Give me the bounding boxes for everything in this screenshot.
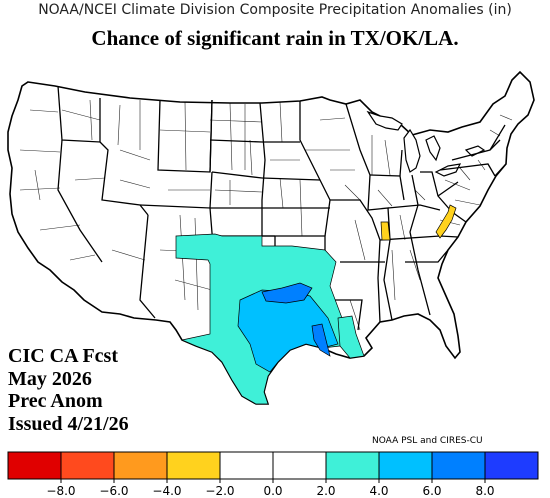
- forecast-label-line: CIC CA Fcst: [8, 345, 118, 367]
- region-cyan-louisiana-east: [337, 315, 365, 359]
- legend-tick-label: 6.0: [422, 484, 441, 498]
- credit-text: NOAA PSL and CIRES-CU: [372, 436, 483, 446]
- region-blue-oklahoma: [261, 282, 313, 304]
- forecast-info-label: CIC CA Fcst May 2026 Prec Anom Issued 4/…: [8, 345, 129, 435]
- legend-box-orange: [113, 451, 168, 480]
- legend-box-blue: [431, 451, 486, 480]
- legend-box-dark-red: [7, 451, 62, 480]
- map-title: NOAA/NCEI Climate Division Composite Pre…: [38, 2, 512, 18]
- legend-tick-label: −4.0: [152, 484, 181, 498]
- us-precipitation-anomaly-map: [7, 70, 535, 405]
- legend-box-cyan: [325, 451, 380, 480]
- region-yellow-indiana: [380, 221, 391, 241]
- legend-tick-labels: −8.0 −6.0 −4.0 −2.0 0.0 2.0 4.0 6.0 8.0: [46, 484, 494, 498]
- legend-tick-label: 8.0: [475, 484, 494, 498]
- legend-box-white-pos: [272, 451, 327, 480]
- region-blue-louisiana: [311, 323, 331, 357]
- legend-box-dark-blue: [484, 451, 539, 480]
- conus-outline: [7, 70, 535, 405]
- legend-box-white-neg: [219, 451, 274, 480]
- legend-box-yellow: [166, 451, 221, 480]
- forecast-month-line: May 2026: [8, 367, 92, 390]
- legend-tick-label: 0.0: [263, 484, 282, 498]
- forecast-variable-line: Prec Anom: [8, 390, 103, 412]
- legend-tick-label: −6.0: [99, 484, 128, 498]
- map-subtitle: Chance of significant rain in TX/OK/LA.: [91, 26, 459, 50]
- legend-tick-label: −2.0: [205, 484, 234, 498]
- legend-tick-label: 4.0: [369, 484, 388, 498]
- legend-tick-label: 2.0: [316, 484, 335, 498]
- legend-box-red: [60, 451, 115, 480]
- color-legend: −8.0 −6.0 −4.0 −2.0 0.0 2.0 4.0 6.0 8.0: [7, 451, 539, 498]
- legend-ticks: [60, 479, 486, 483]
- legend-boxes: [7, 451, 539, 480]
- great-lakes: [366, 110, 486, 177]
- legend-box-sky: [378, 451, 433, 480]
- forecast-issued-line: Issued 4/21/26: [8, 412, 129, 435]
- region-yellow-west-virginia: [435, 204, 457, 239]
- legend-tick-label: −8.0: [46, 484, 75, 498]
